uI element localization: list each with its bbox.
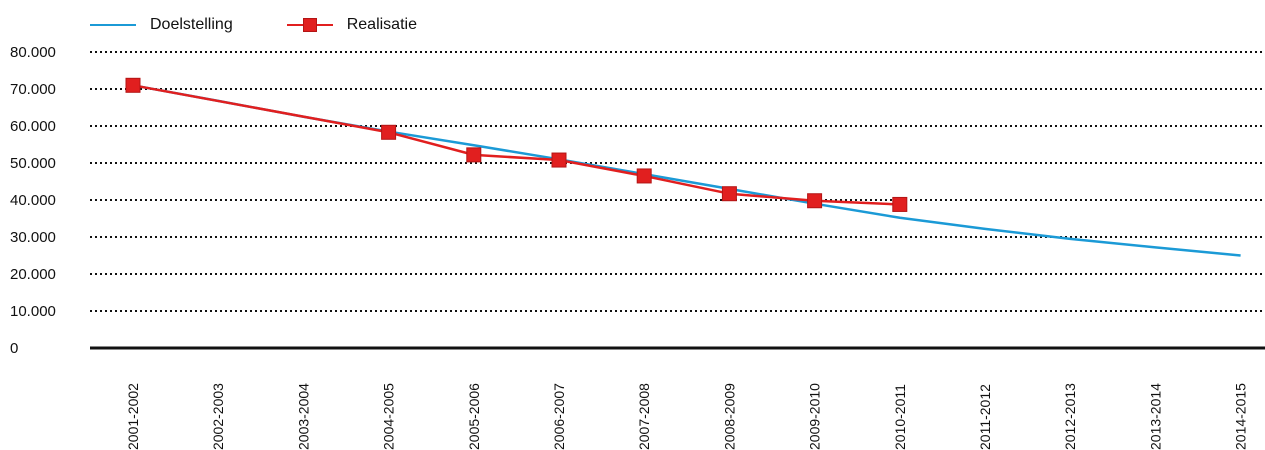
legend-item-doelstelling[interactable]: Doelstelling xyxy=(90,16,233,34)
x-tick-label: 2002-2003 xyxy=(210,383,226,450)
x-tick-label: 2012-2013 xyxy=(1062,383,1078,450)
legend-item-realisatie[interactable]: Realisatie xyxy=(286,16,417,34)
x-tick-label: 2010-2011 xyxy=(892,384,908,450)
x-tick-label: 2009-2010 xyxy=(807,383,823,450)
legend-line-icon xyxy=(90,24,136,26)
data-point-realisatie xyxy=(636,168,652,184)
y-tick-label: 70.000 xyxy=(10,81,56,98)
y-tick-label: 10.000 xyxy=(10,303,56,320)
y-tick-label: 50.000 xyxy=(10,155,56,172)
data-point-realisatie xyxy=(125,77,141,93)
y-tick-label: 40.000 xyxy=(10,192,56,209)
data-point-realisatie xyxy=(381,124,397,140)
data-point-realisatie xyxy=(892,196,908,212)
data-point-realisatie xyxy=(721,186,737,202)
x-tick-label: 2013-2014 xyxy=(1147,383,1163,450)
x-tick-label: 2007-2008 xyxy=(636,383,652,450)
data-point-realisatie xyxy=(551,152,567,168)
y-tick-label: 0 xyxy=(10,340,18,357)
data-point-realisatie xyxy=(807,193,823,209)
series-line-realisatie xyxy=(132,84,900,206)
legend-label-realisatie: Realisatie xyxy=(346,16,417,33)
y-tick-label: 30.000 xyxy=(10,229,56,246)
y-tick-label: 60.000 xyxy=(10,118,56,135)
y-tick-label: 80.000 xyxy=(10,44,56,61)
x-tick-label: 2001-2002 xyxy=(125,383,141,450)
series-line-doelstelling xyxy=(132,84,1241,257)
x-tick-label: 2005-2006 xyxy=(466,383,482,450)
chart-legend: Doelstelling Realisatie xyxy=(90,12,471,38)
x-tick-label: 2011-2012 xyxy=(977,384,993,450)
x-tick-label: 2014-2015 xyxy=(1233,383,1249,450)
x-tick-label: 2006-2007 xyxy=(551,383,567,450)
legend-label-doelstelling: Doelstelling xyxy=(150,16,233,33)
x-tick-label: 2004-2005 xyxy=(381,383,397,450)
x-tick-label: 2008-2009 xyxy=(721,383,737,450)
y-tick-label: 20.000 xyxy=(10,266,56,283)
data-point-realisatie xyxy=(466,147,482,163)
x-tick-label: 2003-2004 xyxy=(295,383,311,450)
legend-line-marker-icon xyxy=(286,18,333,32)
